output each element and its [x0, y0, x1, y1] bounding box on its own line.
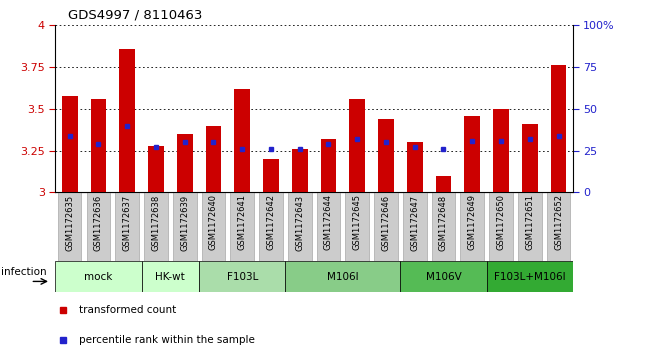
Bar [230, 192, 254, 261]
Bar [432, 192, 455, 261]
Bar [87, 192, 110, 261]
Bar [464, 115, 480, 192]
Bar [487, 261, 573, 292]
Bar [316, 192, 340, 261]
Bar [460, 192, 484, 261]
Bar [292, 149, 308, 192]
Bar [285, 261, 400, 292]
Bar [90, 99, 106, 192]
Bar [320, 139, 337, 192]
Bar [288, 192, 312, 261]
Bar [202, 192, 225, 261]
Bar [259, 192, 283, 261]
Bar [547, 192, 570, 261]
Bar [374, 192, 398, 261]
Text: GSM1172652: GSM1172652 [554, 195, 563, 250]
Bar [58, 192, 81, 261]
Text: mock: mock [84, 272, 113, 282]
Bar [346, 192, 369, 261]
Text: percentile rank within the sample: percentile rank within the sample [79, 335, 255, 344]
Bar [206, 126, 221, 192]
Text: GDS4997 / 8110463: GDS4997 / 8110463 [68, 9, 202, 22]
Text: HK-wt: HK-wt [156, 272, 186, 282]
Text: GSM1172644: GSM1172644 [324, 195, 333, 250]
Text: GSM1172646: GSM1172646 [381, 195, 391, 250]
Bar [522, 124, 538, 192]
Text: GSM1172650: GSM1172650 [497, 195, 505, 250]
Text: transformed count: transformed count [79, 305, 176, 315]
Text: GSM1172638: GSM1172638 [152, 195, 160, 251]
Bar [350, 99, 365, 192]
Bar [489, 192, 513, 261]
Bar [263, 159, 279, 192]
Bar [115, 192, 139, 261]
Bar [55, 261, 142, 292]
Bar [177, 134, 193, 192]
Bar [493, 109, 509, 192]
Text: GSM1172649: GSM1172649 [468, 195, 477, 250]
Bar [148, 146, 164, 192]
Text: F103L: F103L [227, 272, 258, 282]
Bar [234, 89, 250, 192]
Text: GSM1172641: GSM1172641 [238, 195, 247, 250]
Bar [144, 192, 168, 261]
Bar [518, 192, 542, 261]
Bar [400, 261, 486, 292]
Text: GSM1172639: GSM1172639 [180, 195, 189, 250]
Bar [119, 49, 135, 192]
Bar [142, 261, 199, 292]
Text: GSM1172643: GSM1172643 [296, 195, 304, 250]
Text: GSM1172647: GSM1172647 [410, 195, 419, 250]
Text: GSM1172648: GSM1172648 [439, 195, 448, 250]
Text: infection: infection [1, 267, 47, 277]
Bar [551, 65, 566, 192]
Bar [378, 119, 394, 192]
Text: GSM1172640: GSM1172640 [209, 195, 218, 250]
Bar [62, 95, 77, 192]
Text: M106V: M106V [426, 272, 462, 282]
Bar [407, 142, 422, 192]
Text: F103L+M106I: F103L+M106I [494, 272, 566, 282]
Text: GSM1172645: GSM1172645 [353, 195, 362, 250]
Bar [403, 192, 426, 261]
Text: GSM1172651: GSM1172651 [525, 195, 534, 250]
Bar [173, 192, 197, 261]
Bar [199, 261, 285, 292]
Text: GSM1172642: GSM1172642 [266, 195, 275, 250]
Text: GSM1172636: GSM1172636 [94, 195, 103, 251]
Text: M106I: M106I [327, 272, 359, 282]
Text: GSM1172637: GSM1172637 [123, 195, 132, 251]
Text: GSM1172635: GSM1172635 [65, 195, 74, 250]
Bar [436, 176, 451, 192]
